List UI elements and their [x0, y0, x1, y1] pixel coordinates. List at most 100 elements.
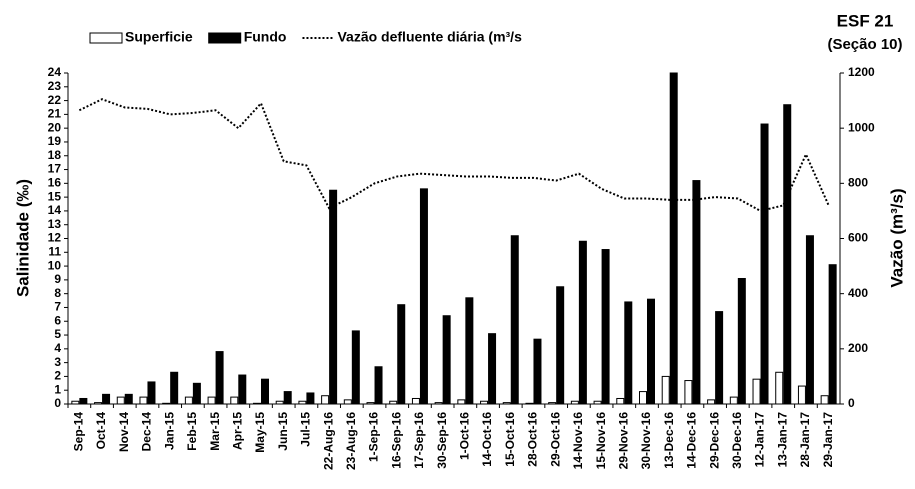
y-tick-label: 6 [54, 313, 61, 327]
x-tick-label: 1-Oct-16 [458, 412, 472, 460]
bar [752, 378, 761, 405]
x-tick-label: Apr-15 [230, 412, 244, 450]
y2-axis-title: Vazão (m³/s) [887, 188, 906, 287]
bar [661, 375, 670, 405]
bar [570, 400, 579, 405]
bar [729, 396, 738, 405]
bar [192, 382, 201, 405]
bar [434, 402, 443, 405]
x-tick-label: Nov-14 [117, 412, 131, 452]
x-tick-label: 23-Aug-16 [344, 412, 358, 470]
bar [783, 104, 792, 405]
x-tick-label: 22-Aug-16 [321, 412, 335, 470]
bar [298, 400, 307, 405]
x-tick-label: 17-Sep-16 [412, 412, 426, 469]
bar [442, 315, 451, 405]
x-tick-label: Jun-15 [276, 412, 290, 451]
line [78, 98, 830, 212]
bar [184, 396, 193, 405]
bar [465, 297, 474, 405]
bar [283, 391, 292, 405]
bar [669, 72, 678, 405]
y2-tick-label: 1200 [848, 65, 875, 79]
bar [419, 188, 428, 405]
bar [624, 301, 633, 405]
bar [321, 395, 330, 405]
y-tick-label: 8 [54, 286, 61, 300]
bar [488, 333, 497, 405]
bar [692, 180, 701, 405]
bar [124, 393, 133, 405]
y-tick-label: 24 [48, 65, 62, 79]
bar [737, 277, 746, 405]
bar [707, 399, 716, 405]
y-tick-label: 18 [48, 148, 62, 162]
bar [94, 402, 103, 405]
y-tick-label: 17 [48, 162, 62, 176]
y-tick-label: 0 [54, 396, 61, 410]
x-tick-label: Jan-15 [162, 412, 176, 450]
bar [374, 366, 383, 405]
bar [207, 396, 216, 405]
bar [480, 400, 489, 405]
bar [306, 392, 315, 405]
y-tick-label: 10 [48, 258, 62, 272]
x-tick-label: 30-Nov-16 [639, 412, 653, 470]
x-tick-label: 13-Dec-16 [662, 412, 676, 469]
x-tick-label: 28-Oct-16 [526, 412, 540, 467]
bar [616, 397, 625, 405]
bar [797, 385, 806, 405]
legend-label: Vazão defluente diária (m³/s [337, 29, 522, 45]
y-tick-label: 15 [48, 189, 62, 203]
bar [79, 397, 88, 405]
bar [593, 400, 602, 405]
x-tick-label: 15-Oct-16 [503, 412, 517, 467]
y-tick-label: 3 [54, 355, 61, 369]
x-tick-label: 14-Oct-16 [480, 412, 494, 467]
y-tick-label: 9 [54, 272, 61, 286]
bar [601, 249, 610, 405]
y-tick-label: 22 [48, 93, 62, 107]
legend-swatch [89, 32, 123, 44]
bar [71, 400, 80, 405]
bar [775, 371, 784, 405]
bar [170, 371, 179, 405]
bar [215, 351, 224, 405]
x-tick-label: Mar-15 [208, 412, 222, 451]
x-tick-label: 30-Dec-16 [730, 412, 744, 469]
bar [578, 240, 587, 405]
x-tick-label: 30-Sep-16 [435, 412, 449, 469]
y-tick-label: 13 [48, 217, 62, 231]
bar [639, 391, 647, 405]
bar [389, 400, 398, 405]
x-tick-label: 15-Nov-16 [594, 412, 608, 470]
x-tick-label: 29-Jan-17 [821, 412, 835, 468]
bar [139, 396, 148, 405]
y-tick-label: 14 [48, 203, 62, 217]
bar [275, 400, 284, 405]
x-tick-label: 14-Dec-16 [685, 412, 699, 469]
bar [366, 402, 375, 405]
bar [820, 395, 829, 405]
y-tick-label: 2 [54, 369, 61, 383]
bar [343, 399, 352, 405]
bar [548, 402, 557, 405]
bar [397, 304, 406, 405]
chart-title: ESF 21 [837, 11, 894, 30]
y-tick-label: 4 [54, 341, 61, 355]
x-tick-label: 1-Sep-16 [367, 412, 381, 462]
chart-subtitle: (Seção 10) [827, 36, 902, 53]
y-tick-label: 23 [48, 79, 62, 93]
x-tick-label: Jul-15 [299, 412, 313, 447]
y2-tick-label: 400 [848, 286, 868, 300]
bar [102, 393, 111, 405]
x-tick-label: 16-Sep-16 [389, 412, 403, 469]
x-tick-label: 28-Jan-17 [798, 412, 812, 468]
bar [828, 264, 837, 405]
y-tick-label: 7 [54, 300, 61, 314]
x-tick-label: May-15 [253, 412, 267, 453]
bar [147, 381, 156, 405]
x-tick-label: Oct-14 [94, 412, 108, 450]
bar [162, 402, 171, 405]
bar [116, 396, 125, 405]
